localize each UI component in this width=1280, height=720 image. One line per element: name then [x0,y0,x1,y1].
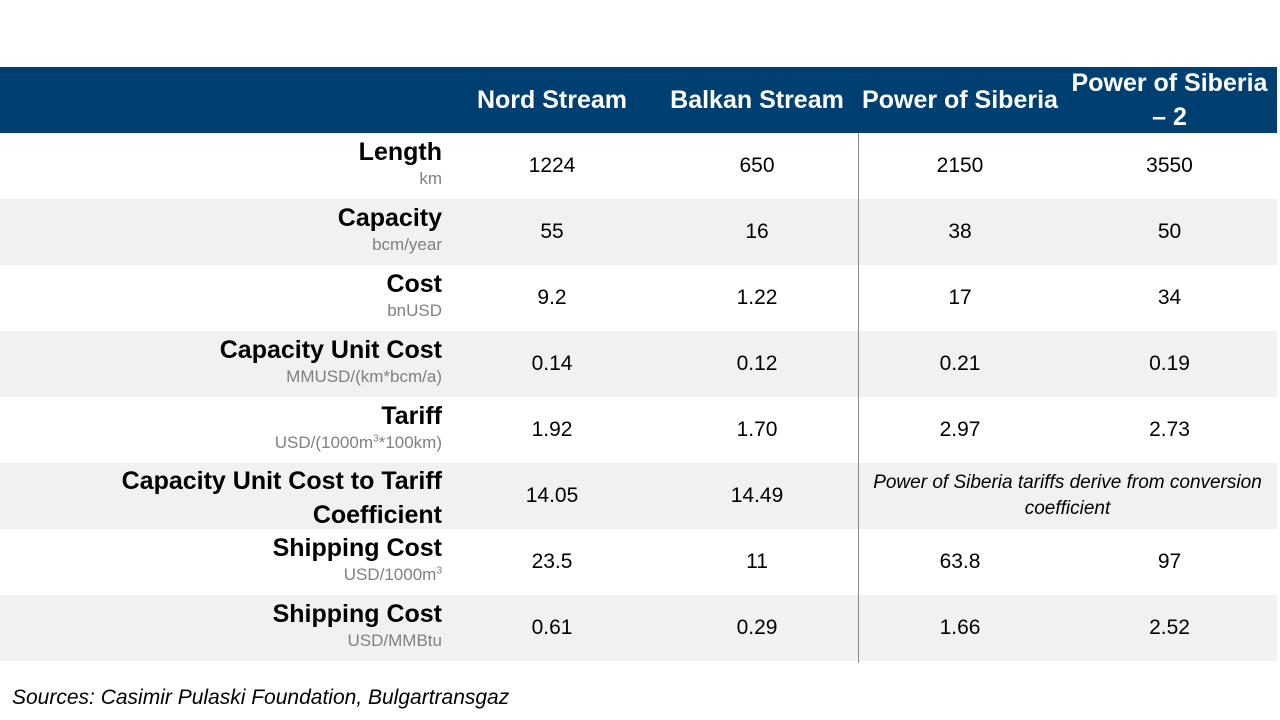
table-row-shipping-cost-mmbtu: Shipping Cost USD/MMBtu 0.61 0.29 1.66 2… [0,595,1277,661]
table-cell: 38 [948,220,972,243]
table-cell: 2.73 [1149,418,1190,441]
table-row-shipping-cost-1000m3: Shipping Cost USD/1000m3 23.5 11 63.8 97 [0,529,1277,595]
row-unit: USD/1000m3 [0,563,442,587]
row-label: Shipping Cost USD/1000m3 [0,533,442,587]
table-cell: 650 [739,154,775,177]
column-divider [858,133,859,663]
row-name: Capacity [337,204,442,232]
column-header-balkan-stream: Balkan Stream [670,86,844,114]
table-cell: 14.49 [730,484,784,507]
table-cell: 34 [1157,286,1182,309]
table-cell: 2150 [936,154,984,177]
table-body: Length km 1224 650 2150 3550 Capacity bc… [0,133,1277,661]
table-cell: 2.97 [939,418,981,441]
table-header: Nord Stream Balkan Stream Power of Siber… [0,67,1277,133]
table-row-coefficient: Capacity Unit Cost to Tariff Coefficient… [0,463,1277,529]
table-cell: 1.70 [736,418,778,441]
row-label: Tariff USD/(1000m3*100km) [0,401,442,455]
row-name: Length [358,138,442,166]
row-label: Capacity Unit Cost MMUSD/(km*bcm/a) [0,335,442,389]
row-unit: USD/MMBtu [347,631,442,650]
row-unit: MMUSD/(km*bcm/a) [286,367,442,386]
row-label: Capacity bcm/year [0,203,442,257]
row-label: Cost bnUSD [0,269,442,323]
table-cell: 1.22 [736,286,778,309]
row-label: Capacity Unit Cost to Tariff Coefficient [0,464,442,532]
table-cell: 14.05 [525,484,579,507]
table-cell: 0.12 [736,352,778,375]
table-row-tariff: Tariff USD/(1000m3*100km) 1.92 1.70 2.97… [0,397,1277,463]
table-cell: 0.19 [1149,352,1190,375]
table-cell: 2.52 [1149,616,1190,639]
unit-superscript: 3 [436,565,442,577]
table-cell: 11 [746,550,768,573]
row-name: Tariff [381,402,442,430]
table-cell: 17 [948,286,972,309]
row-name: Capacity Unit Cost to Tariff Coefficient [121,467,442,529]
unit-prefix: USD/1000m [343,565,437,584]
column-header-power-of-siberia: Power of Siberia [862,86,1058,114]
table-cell: 23.5 [531,550,573,573]
table-cell: 55 [540,220,564,243]
table-cell: 97 [1157,550,1182,573]
table-cell: 1.92 [531,418,573,441]
row-unit: km [419,169,442,188]
row-unit: USD/(1000m3*100km) [0,431,442,455]
table-cell: 0.61 [531,616,573,639]
table-row-cost: Cost bnUSD 9.2 1.22 17 34 [0,265,1277,331]
row-unit: bnUSD [387,301,442,320]
row-label: Length km [0,137,442,191]
table-cell: 0.29 [736,616,778,639]
table-cell: 9.2 [537,286,567,309]
row-name: Shipping Cost [272,600,442,628]
table-row-length: Length km 1224 650 2150 3550 [0,133,1277,199]
row-name: Capacity Unit Cost [219,336,442,364]
row-unit: bcm/year [372,235,442,254]
source-note: Sources: Casimir Pulaski Foundation, Bul… [12,686,510,709]
unit-superscript: 3 [373,433,379,445]
table-cell: 0.14 [531,352,573,375]
table-row-capacity: Capacity bcm/year 55 16 38 50 [0,199,1277,265]
column-header-power-of-siberia-2: Power of Siberia – 2 [1071,69,1268,131]
table-cell: 16 [745,220,769,243]
row-name: Shipping Cost [272,534,442,562]
column-header-nord-stream: Nord Stream [476,86,628,114]
row-name: Cost [386,270,442,298]
table-cell: 63.8 [939,550,981,573]
table-cell: 3550 [1146,154,1193,177]
table-cell: 1.66 [939,616,981,639]
merged-note-cell: Power of Siberia tariffs derive from con… [873,472,1262,519]
row-label: Shipping Cost USD/MMBtu [0,599,442,653]
table-cell: 0.21 [939,352,981,375]
table-cell: 50 [1157,220,1182,243]
unit-prefix: USD/(1000m [274,433,374,452]
unit-suffix: *100km) [378,433,442,452]
table-row-capacity-unit-cost: Capacity Unit Cost MMUSD/(km*bcm/a) 0.14… [0,331,1277,397]
table-cell: 1224 [528,154,576,177]
